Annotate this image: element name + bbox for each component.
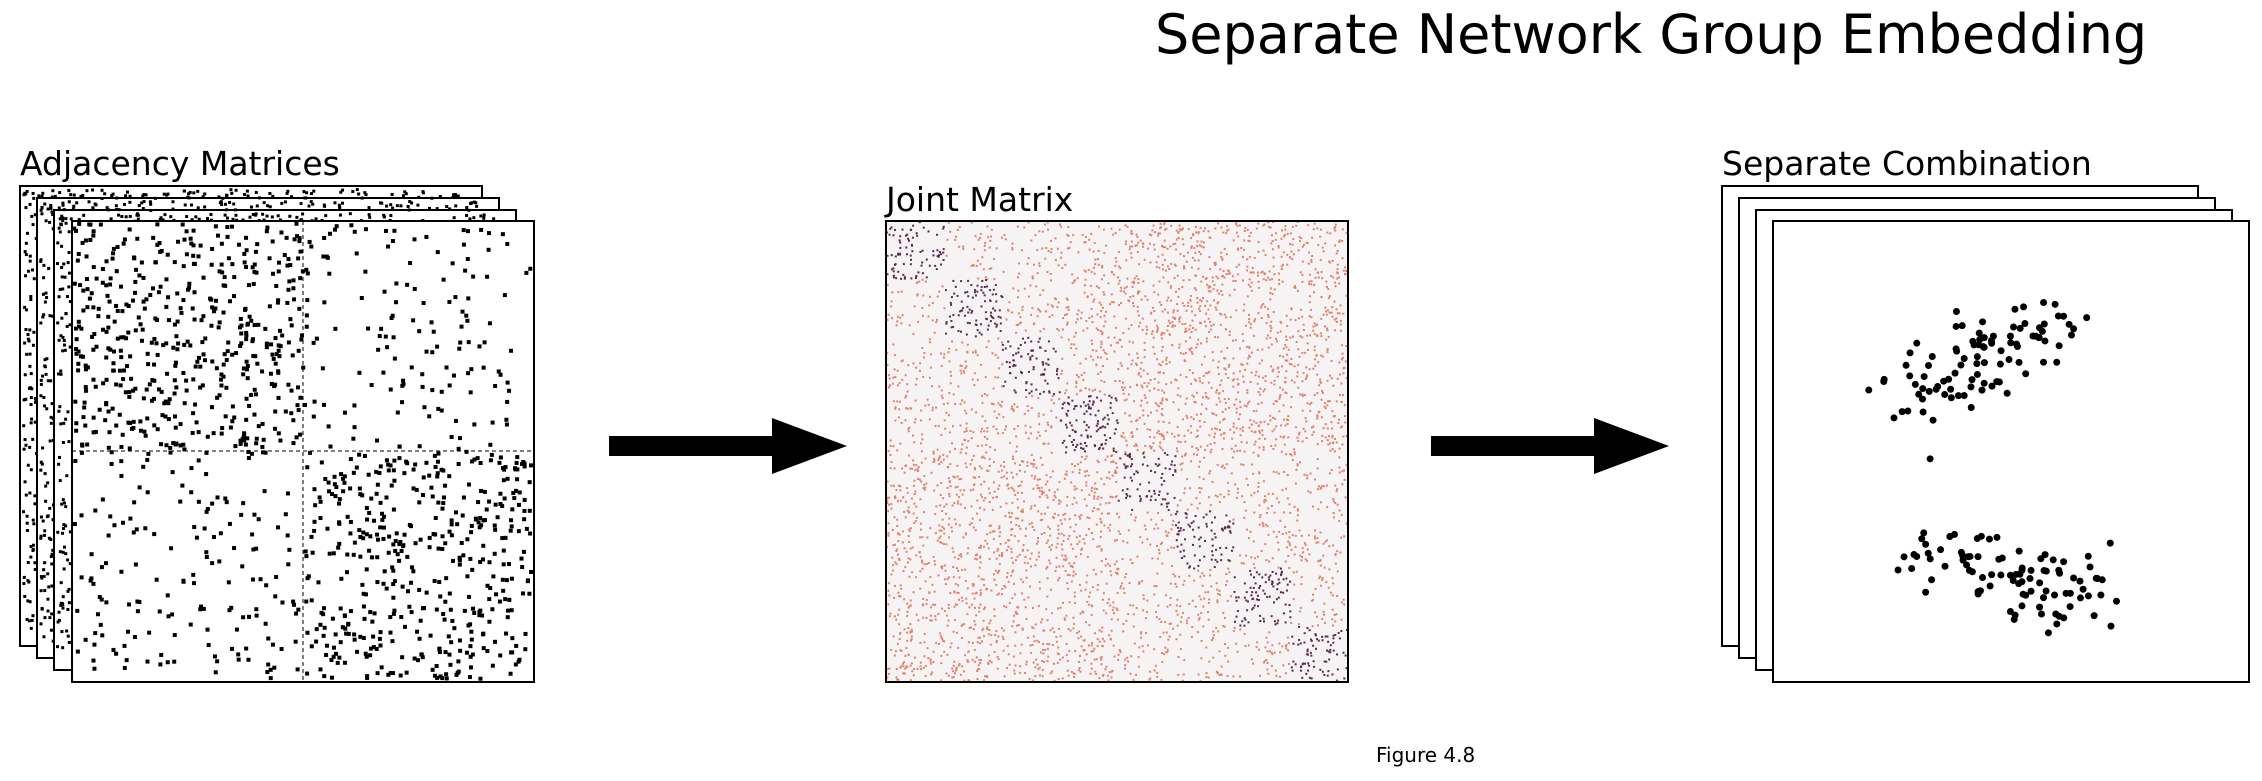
adjacency-edges (72, 221, 534, 681)
joint-matrix-frame (885, 220, 1349, 683)
joint-matrix-label: Joint Matrix (886, 180, 1074, 219)
embedding-scatter-front (1772, 220, 2250, 683)
figure-caption: Figure 4.8 (1376, 743, 1476, 767)
embedding-points (1865, 299, 2120, 637)
joint-matrix (885, 220, 1349, 683)
adjacency-edges-background (22, 188, 496, 650)
arrow-right-icon (1431, 418, 1669, 474)
figure-title: Separate Network Group Embedding (1155, 3, 2148, 66)
joint-matrix-texture (886, 221, 1348, 682)
arrow-right-icon (609, 418, 847, 474)
separate-combination-label: Separate Combination (1722, 144, 2092, 183)
adjacency-matrices-label: Adjacency Matrices (20, 144, 340, 183)
separate-combination-stack (1721, 185, 2250, 683)
adjacency-matrix-stack (19, 185, 535, 683)
